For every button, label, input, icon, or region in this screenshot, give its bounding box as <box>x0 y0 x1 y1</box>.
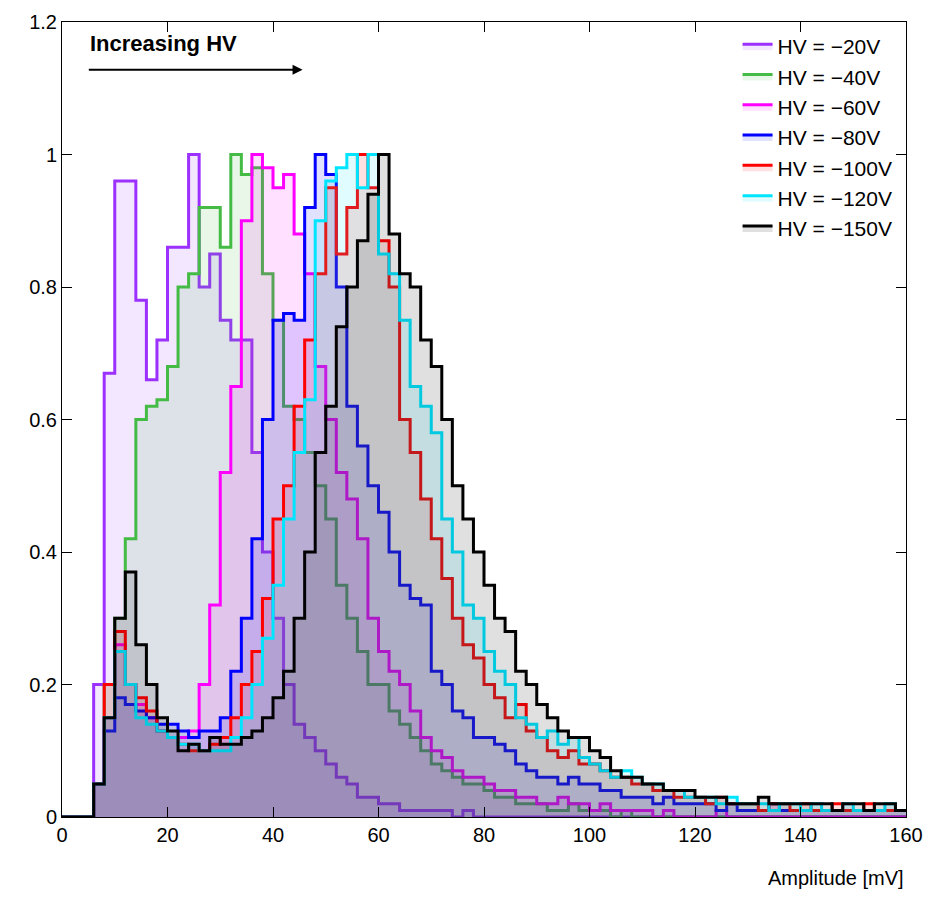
svg-text:0: 0 <box>46 806 57 828</box>
svg-text:0.4: 0.4 <box>29 541 57 563</box>
svg-text:100: 100 <box>573 824 606 846</box>
svg-text:Amplitude [mV]: Amplitude [mV] <box>768 867 904 889</box>
svg-text:HV = −120V: HV = −120V <box>778 187 892 210</box>
svg-text:Increasing HV: Increasing HV <box>90 31 237 56</box>
svg-text:1.2: 1.2 <box>29 11 57 33</box>
svg-text:HV = −150V: HV = −150V <box>778 217 892 240</box>
svg-text:0.8: 0.8 <box>29 276 57 298</box>
svg-text:HV = −100V: HV = −100V <box>778 157 892 180</box>
svg-text:0.2: 0.2 <box>29 674 57 696</box>
svg-text:80: 80 <box>473 824 495 846</box>
svg-text:20: 20 <box>156 824 178 846</box>
svg-text:160: 160 <box>889 824 922 846</box>
svg-text:HV = −80V: HV = −80V <box>778 126 881 149</box>
svg-text:0.6: 0.6 <box>29 409 57 431</box>
svg-text:140: 140 <box>784 824 817 846</box>
svg-text:120: 120 <box>678 824 711 846</box>
svg-text:HV = −20V: HV = −20V <box>778 35 881 58</box>
svg-text:1: 1 <box>46 144 57 166</box>
svg-text:60: 60 <box>367 824 389 846</box>
svg-text:0: 0 <box>56 824 67 846</box>
svg-text:40: 40 <box>262 824 284 846</box>
svg-text:HV = −40V: HV = −40V <box>778 66 881 89</box>
svg-text:HV = −60V: HV = −60V <box>778 96 881 119</box>
